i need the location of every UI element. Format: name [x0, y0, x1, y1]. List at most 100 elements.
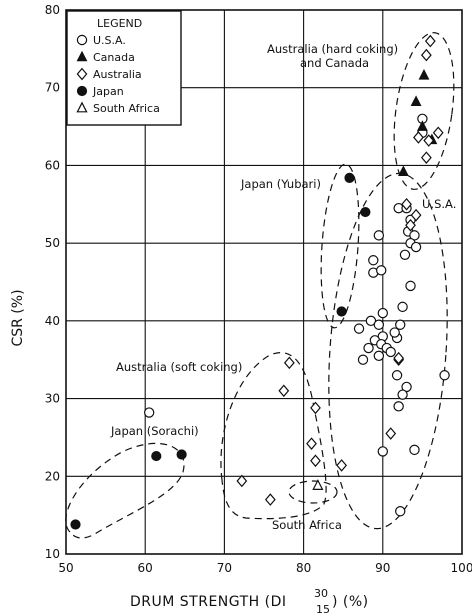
point-u-s-a-13: [405, 280, 416, 292]
x-tick-label-50: 50: [58, 561, 73, 575]
legend-label-australia: Australia: [93, 68, 142, 81]
point-u-s-a-15: [377, 307, 388, 319]
y-tick-label-70: 70: [45, 81, 60, 95]
outline-japan-yubari: [320, 163, 360, 329]
point-australia-12: [393, 351, 405, 365]
point-japan-0: [344, 172, 355, 183]
point-japan-2: [336, 306, 347, 317]
point-u-s-a-17: [353, 323, 365, 334]
legend-label-south-africa: South Africa: [93, 102, 160, 115]
point-australia-13: [310, 401, 321, 415]
point-australia-2: [432, 126, 444, 140]
point-u-s-a-29: [357, 354, 369, 365]
point-japan-4: [176, 449, 187, 460]
point-u-s-a-0: [143, 407, 155, 418]
point-u-s-a-1: [373, 230, 385, 241]
grid-lines: [66, 10, 462, 554]
point-australia-7: [410, 208, 422, 222]
point-u-s-a-11: [410, 241, 422, 253]
legend-label-japan: Japan: [92, 85, 124, 98]
point-australia-3: [423, 134, 435, 147]
point-u-s-a-18: [373, 319, 385, 330]
point-u-s-a-14: [397, 301, 408, 313]
annotation-south-africa: South Africa: [272, 518, 342, 532]
point-australia-9: [283, 356, 295, 370]
point-u-s-a-34: [377, 446, 388, 457]
point-canada-2: [416, 120, 428, 131]
point-japan-3: [151, 450, 162, 462]
point-australia-15: [310, 454, 321, 468]
y-tick-label-20: 20: [45, 469, 60, 483]
legend-box: [66, 10, 182, 126]
legend-label-canada: Canada: [93, 51, 135, 64]
annotation-australia-soft: Australia (soft coking): [116, 360, 242, 374]
annotation-australia-hard-line2: and Canada: [300, 56, 369, 70]
x-axis-label-unit: ) (%): [332, 594, 369, 610]
outline-australia-hard-coking: [393, 32, 455, 190]
point-u-s-a-24: [385, 346, 396, 358]
point-u-s-a-27: [389, 327, 400, 338]
point-australia-16: [336, 459, 348, 472]
outline-japan-sorachi: [65, 442, 185, 539]
point-australia-1: [420, 48, 432, 62]
x-tick-label-100: 100: [451, 561, 472, 575]
x-axis-label: DRUM STRENGTH (DI 30 15 ) (%): [130, 587, 369, 615]
annotation-australia-hard-line1: Australia (hard coking): [267, 42, 398, 56]
x-tick-label-80: 80: [296, 561, 311, 575]
point-u-s-a-30: [391, 370, 403, 381]
point-u-s-a-12: [399, 249, 411, 260]
point-australia-5: [420, 151, 432, 164]
x-axis-label-sub: 15: [316, 603, 330, 615]
annotation-usa: U.S.A.: [422, 197, 456, 211]
x-tick-label-60: 60: [138, 561, 153, 575]
legend-entries: U.S.A. Canada Australia Japan South Africa: [76, 34, 160, 115]
point-australia-4: [413, 131, 424, 144]
point-u-s-a-37: [395, 506, 406, 517]
point-australia-19: [385, 427, 397, 440]
point-u-s-a-26: [395, 319, 406, 330]
y-tick-label-50: 50: [45, 236, 60, 250]
point-u-s-a-22: [363, 342, 374, 354]
point-japan-1: [360, 206, 371, 218]
point-u-s-a-28: [373, 350, 385, 362]
y-tick-labels: 10 20 30 40 50 60 70 80: [45, 3, 60, 561]
point-australia-18: [264, 493, 276, 506]
point-japan-5: [70, 519, 81, 530]
point-u-s-a-2: [368, 255, 379, 266]
point-u-s-a-32: [397, 389, 408, 400]
point-u-s-a-35: [409, 444, 420, 456]
y-tick-label-10: 10: [45, 547, 60, 561]
plot-frame: [65, 9, 463, 555]
point-canada-4: [397, 165, 409, 176]
point-australia-8: [405, 218, 416, 232]
legend-label-u-s-a: U.S.A.: [93, 34, 126, 47]
x-tick-label-90: 90: [375, 561, 390, 575]
x-axis-label-main: DRUM STRENGTH (DI: [130, 594, 287, 610]
y-tick-label-60: 60: [45, 158, 60, 172]
point-u-s-a-36: [439, 370, 450, 381]
outline-south-africa: [288, 480, 338, 504]
x-axis-label-sup: 30: [314, 587, 328, 600]
legend: LEGEND U.S.A. Canada Australia Japan South A…: [66, 10, 182, 126]
point-south-africa-0: [312, 479, 324, 491]
legend-marker-japan: [76, 85, 88, 97]
point-australia-10: [278, 384, 290, 398]
legend-marker-south-africa: [76, 101, 88, 113]
point-u-s-a-4: [376, 265, 387, 276]
legend-marker-australia: [76, 67, 88, 81]
point-australia-6: [401, 197, 412, 211]
annotation-japan-yubari: Japan (Yubari): [240, 177, 321, 191]
y-tick-label-40: 40: [45, 314, 60, 328]
y-tick-label-80: 80: [45, 3, 60, 17]
data-points: [70, 34, 450, 530]
legend-marker-canada: [76, 50, 88, 62]
point-canada-1: [410, 95, 422, 107]
legend-title: LEGEND: [97, 17, 142, 30]
point-australia-17: [236, 474, 248, 488]
point-australia-0: [424, 34, 436, 48]
y-axis-label: CSR (%): [10, 289, 26, 346]
legend-marker-u-s-a: [76, 34, 88, 46]
x-tick-labels: 50 60 70 80 90 100: [58, 561, 472, 575]
